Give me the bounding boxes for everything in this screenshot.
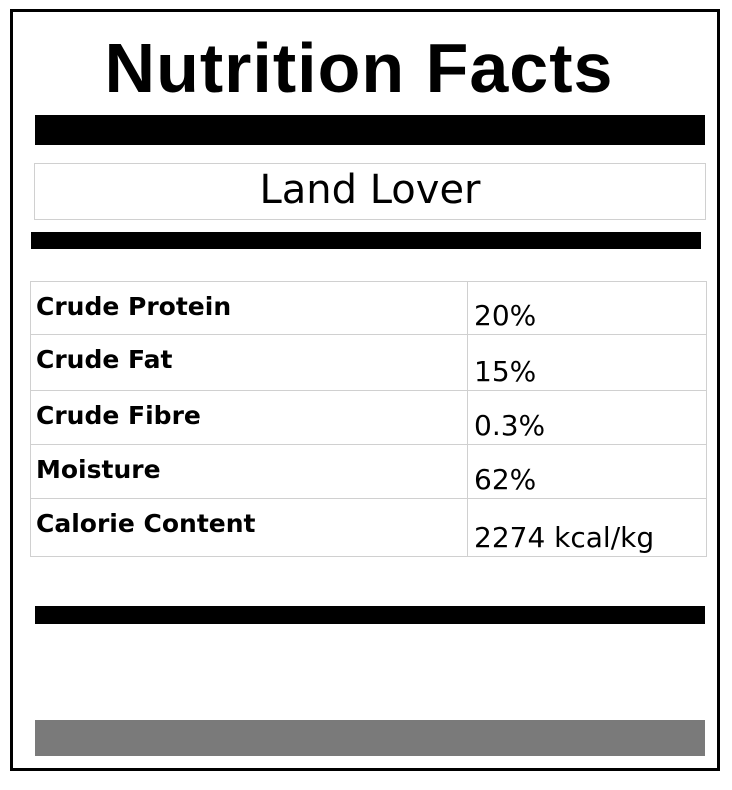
product-name: Land Lover (34, 163, 706, 220)
footer-grey-bar (35, 720, 705, 756)
nutrient-name: Moisture (30, 444, 468, 499)
label-title: Nutrition Facts (104, 29, 614, 107)
top-divider-bar (35, 115, 705, 145)
table-row: Calorie Content 2274 kcal/kg (30, 498, 707, 557)
nutrient-name: Crude Fat (30, 334, 468, 391)
nutrient-amount: 62% (467, 444, 707, 499)
nutrient-amount: 2274 kcal/kg (467, 498, 707, 557)
table-row: Crude Fibre 0.3% (30, 390, 707, 445)
nutrient-amount: 20% (467, 281, 707, 335)
nutrition-facts-table: Crude Protein 20% Crude Fat 15% Crude Fi… (30, 281, 707, 557)
nutrient-name: Crude Fibre (30, 390, 468, 445)
table-row: Crude Fat 15% (30, 334, 707, 391)
nutrient-amount: 0.3% (467, 390, 707, 445)
nutrient-name: Crude Protein (30, 281, 468, 335)
table-row: Moisture 62% (30, 444, 707, 499)
nutrient-amount: 15% (467, 334, 707, 391)
table-row: Crude Protein 20% (30, 281, 707, 335)
middle-divider-bar (31, 232, 701, 249)
bottom-divider-bar (35, 606, 705, 624)
nutrient-name: Calorie Content (30, 498, 468, 557)
